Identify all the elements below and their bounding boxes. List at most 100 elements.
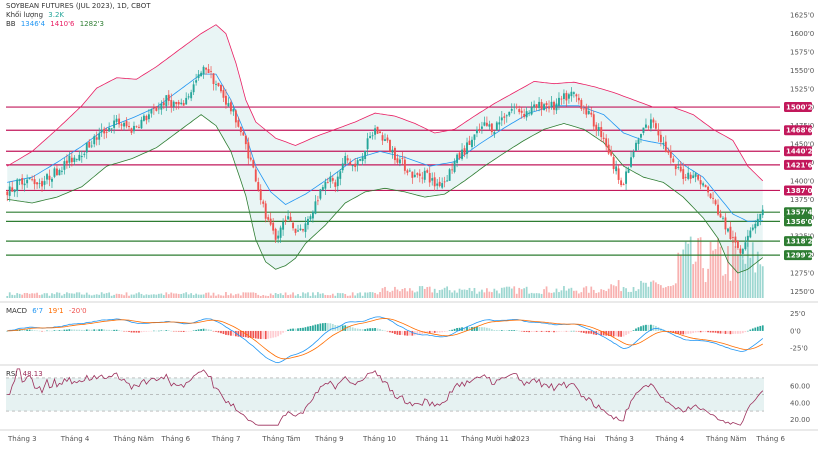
candle-body (366, 138, 369, 150)
volume-bar (602, 289, 605, 298)
volume-bar (423, 288, 426, 298)
volume-bar (669, 286, 672, 298)
volume-bar (200, 294, 202, 298)
macd-histogram-bar (145, 330, 148, 332)
candle-body (741, 249, 744, 254)
candle-body (309, 216, 312, 220)
volume-bar (650, 281, 652, 298)
candle-body (279, 227, 282, 238)
candle-body (299, 228, 302, 231)
candle-body (418, 173, 421, 177)
macd-histogram-bar (416, 330, 419, 335)
candle-body (249, 157, 252, 160)
macd-histogram-bar (364, 329, 366, 331)
macd-histogram-bar (394, 330, 396, 335)
candle-body (48, 175, 51, 180)
candle-body (43, 181, 46, 185)
macd-histogram-bar (215, 330, 217, 332)
volume-bar (756, 251, 759, 298)
candle-body (562, 93, 565, 99)
macd-histogram-bar (279, 330, 282, 335)
macd-histogram-bar (369, 328, 371, 331)
candle-body (155, 106, 158, 111)
candle-body (729, 226, 732, 240)
volume-bar (83, 294, 86, 298)
candle-body (56, 168, 58, 176)
volume-bar (682, 249, 685, 298)
macd-histogram-bar (481, 327, 483, 331)
candle-body (307, 218, 309, 225)
volume-bar (645, 282, 647, 298)
volume-bar (406, 291, 409, 298)
candle-body (274, 228, 277, 240)
volume-bar (655, 282, 657, 298)
candle-body (379, 131, 381, 134)
volume-bar (354, 295, 357, 298)
candle-body (555, 103, 558, 111)
volume-label: Khối lượng (6, 11, 44, 19)
volume-bar (351, 292, 354, 298)
volume-bar (361, 295, 364, 298)
candle-body (239, 126, 242, 133)
legend-bb: BB 1346'4 1410'6 1282'3 (6, 20, 107, 29)
macd-histogram-bar (135, 330, 138, 333)
candle-body (108, 127, 111, 132)
volume-bar (717, 238, 719, 298)
macd-histogram-bar (677, 330, 680, 334)
candle-body (702, 183, 705, 186)
volume-bar (570, 287, 573, 298)
macd-histogram-bar (150, 330, 153, 332)
time-axis-label: Tháng 11 (415, 435, 449, 443)
macd-histogram-bar (408, 330, 411, 336)
candle-body (645, 124, 647, 128)
candle-body (406, 170, 409, 173)
volume-bar (441, 289, 444, 298)
candle-body (329, 176, 332, 182)
macd-histogram-bar (190, 330, 193, 332)
volume-bar (98, 294, 101, 298)
candle-body (65, 160, 68, 164)
volume-bar (466, 289, 468, 298)
candle-body (227, 103, 230, 107)
candle-body (53, 168, 56, 177)
volume-bar (754, 272, 757, 298)
macd-histogram-bar (182, 330, 185, 332)
candle-body (684, 176, 687, 178)
volume-bar (548, 292, 550, 298)
candle-body (103, 128, 106, 134)
macd-histogram-bar (737, 330, 739, 334)
volume-bar (324, 294, 327, 298)
candle-body (36, 182, 39, 185)
candle-body (175, 101, 178, 105)
candle-body (548, 106, 550, 109)
candle-body (520, 110, 523, 113)
candle-body (68, 155, 71, 163)
candle-body (287, 216, 290, 220)
candle-body (105, 131, 108, 133)
macd-histogram-bar (441, 330, 444, 333)
candle-body (525, 111, 528, 118)
macd-histogram-bar (734, 330, 737, 334)
candle-body (500, 117, 503, 121)
candle-body (95, 137, 98, 140)
candle-body (88, 141, 91, 148)
volume-bar (53, 294, 56, 298)
volume-bar (742, 259, 744, 298)
volume-bar (568, 288, 570, 298)
macd-histogram-bar (153, 330, 155, 332)
candle-body (28, 178, 31, 180)
volume-bar (150, 294, 153, 298)
macd-histogram-bar (389, 330, 391, 333)
volume-bar (210, 295, 212, 298)
volume-bar (555, 288, 558, 298)
candle-body (426, 170, 429, 173)
macd-histogram-bar (177, 330, 180, 332)
volume-bar (344, 294, 347, 298)
candle-body (719, 213, 722, 218)
candle-body (321, 187, 324, 190)
volume-bar (120, 294, 123, 298)
price-level-label: 1357'4 (786, 209, 813, 217)
volume-bar (162, 295, 165, 298)
volume-bar (317, 292, 319, 298)
